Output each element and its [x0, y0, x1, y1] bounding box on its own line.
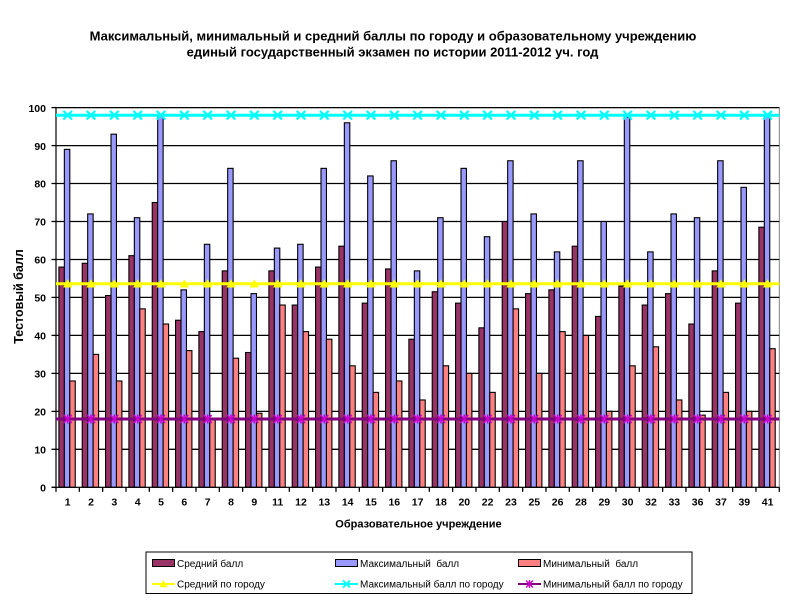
- svg-text:единый государственный экзамен: единый государственный экзамен по истори…: [187, 45, 600, 60]
- svg-text:32: 32: [645, 497, 657, 509]
- svg-text:Образовательное учреждение: Образовательное учреждение: [335, 519, 501, 531]
- svg-text:Тестовый балл: Тестовый балл: [12, 249, 26, 343]
- svg-text:3: 3: [111, 497, 117, 509]
- svg-text:11: 11: [272, 497, 283, 509]
- svg-text:70: 70: [34, 217, 46, 229]
- svg-text:13: 13: [318, 497, 330, 509]
- svg-text:22: 22: [482, 497, 494, 509]
- svg-text:12: 12: [295, 497, 307, 509]
- svg-text:Минимальный балл: Минимальный балл: [543, 558, 638, 570]
- svg-text:28: 28: [575, 497, 587, 509]
- svg-text:Средний балл: Средний балл: [177, 558, 243, 570]
- svg-text:9: 9: [251, 497, 257, 509]
- svg-text:Средний по городу: Средний по городу: [177, 580, 265, 591]
- svg-text:20: 20: [34, 407, 46, 419]
- svg-text:20: 20: [458, 497, 470, 509]
- svg-text:1: 1: [65, 497, 71, 509]
- svg-text:50: 50: [34, 293, 46, 305]
- svg-text:60: 60: [34, 255, 46, 267]
- svg-text:39: 39: [738, 497, 750, 509]
- svg-text:30: 30: [622, 497, 634, 509]
- svg-text:10: 10: [34, 445, 46, 457]
- svg-text:100: 100: [28, 103, 46, 115]
- svg-text:16: 16: [388, 497, 400, 509]
- svg-text:23: 23: [505, 497, 517, 509]
- svg-text:90: 90: [34, 141, 46, 153]
- svg-text:8: 8: [228, 497, 234, 509]
- svg-text:80: 80: [34, 179, 46, 191]
- svg-text:41: 41: [762, 497, 774, 509]
- svg-text:30: 30: [34, 369, 46, 381]
- svg-text:18: 18: [435, 497, 447, 509]
- svg-text:29: 29: [598, 497, 610, 509]
- svg-text:Максимальный балл по городу: Максимальный балл по городу: [360, 579, 504, 591]
- svg-text:33: 33: [668, 497, 680, 509]
- svg-text:14: 14: [342, 497, 354, 509]
- svg-text:4: 4: [135, 497, 141, 509]
- svg-text:36: 36: [692, 497, 704, 509]
- svg-text:37: 37: [715, 497, 727, 509]
- svg-text:15: 15: [365, 497, 377, 509]
- svg-text:26: 26: [552, 497, 564, 509]
- svg-text:0: 0: [40, 483, 46, 495]
- svg-text:25: 25: [528, 497, 540, 509]
- svg-text:5: 5: [158, 497, 164, 509]
- svg-text:Максимальный, минимальный и ср: Максимальный, минимальный и средний балл…: [90, 29, 697, 44]
- svg-text:Минимальный балл по городу: Минимальный балл по городу: [543, 579, 683, 591]
- svg-text:6: 6: [181, 497, 187, 509]
- svg-text:7: 7: [205, 497, 211, 509]
- svg-text:40: 40: [34, 331, 46, 343]
- svg-text:17: 17: [412, 497, 424, 509]
- svg-text:2: 2: [88, 497, 94, 509]
- svg-text:Максимальный балл: Максимальный балл: [360, 558, 459, 570]
